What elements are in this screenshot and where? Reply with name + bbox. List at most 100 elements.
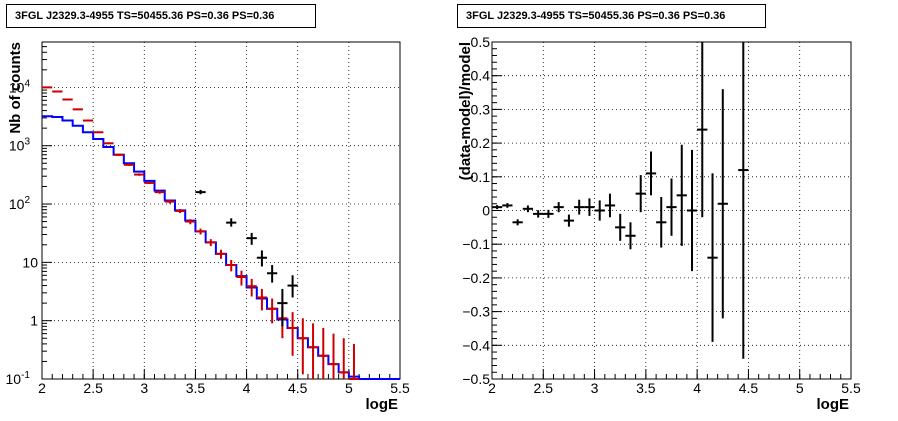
- residual-y-tick-label: −0.4: [462, 337, 490, 353]
- counts-series2-point: [256, 250, 268, 267]
- counts-series1-point: [318, 327, 329, 379]
- counts-series1-point: [144, 181, 155, 185]
- residual-series0-point: [707, 173, 718, 342]
- residual-series0-point: [533, 210, 544, 218]
- counts-x-tick-label: 2: [38, 380, 46, 396]
- residual-series0-point: [502, 203, 513, 208]
- residual-x-tick-label: 5: [796, 380, 804, 396]
- counts-series1-point: [42, 86, 53, 89]
- counts-series2-point: [267, 265, 278, 283]
- residual-series0-point: [625, 222, 636, 250]
- counts-series1-point: [256, 288, 268, 311]
- counts-series1-point: [174, 209, 186, 214]
- counts-series1-point: [52, 90, 63, 93]
- counts-series1-point: [215, 249, 227, 259]
- counts-series1-point: [154, 190, 165, 194]
- counts-series1-point: [267, 298, 278, 324]
- counts-x-tick-label: 4: [243, 380, 251, 396]
- counts-series1-point: [307, 323, 319, 379]
- residual-series0-point: [738, 42, 749, 359]
- residual-series0-point: [512, 219, 523, 226]
- counts-x-tick-label: 3: [140, 380, 148, 396]
- residual-series0-point: [666, 178, 677, 236]
- residual-x-tick-label: 5.5: [841, 380, 861, 396]
- counts-series1-point: [297, 318, 308, 375]
- counts-series1-point: [62, 98, 73, 101]
- counts-model-step-line: [42, 115, 400, 380]
- counts-series2-point: [195, 189, 206, 195]
- counts-series1-point: [348, 343, 360, 380]
- residual-x-tick-label: 4: [693, 380, 701, 396]
- left-chart-title: 3FGL J2329.3-4955 TS=50455.36 PS=0.36 PS…: [6, 4, 316, 28]
- counts-y-tick-label: 10-1: [6, 370, 31, 387]
- counts-series1-point: [93, 131, 104, 134]
- counts-series1-point: [123, 163, 135, 166]
- residual-x-tick-label: 3.5: [636, 380, 656, 396]
- counts-series1-point: [72, 108, 83, 111]
- residual-series0-point: [645, 151, 657, 196]
- residual-y-tick-label: −0.1: [462, 236, 490, 252]
- residual-series0-point: [697, 42, 708, 218]
- counts-series1-point: [287, 312, 298, 356]
- residual-series0-point: [563, 214, 575, 227]
- counts-x-tick-label: 5.5: [390, 380, 410, 396]
- counts-x-tick-label: 2.5: [83, 380, 103, 396]
- residual-y-tick-label: 0: [482, 203, 490, 219]
- counts-series1-point: [205, 239, 216, 247]
- counts-series2-point: [287, 275, 298, 298]
- residual-series0-point: [584, 198, 595, 216]
- residual-y-tick-label: 0.4: [471, 68, 491, 84]
- residual-y-tick-label: 0.5: [471, 34, 491, 50]
- counts-series1-point: [236, 270, 247, 286]
- residual-y-tick-label: 0.2: [471, 135, 491, 151]
- residual-x-tick-label: 3: [591, 380, 599, 396]
- counts-series1-point: [103, 142, 114, 145]
- residual-series0-point: [553, 202, 564, 213]
- counts-series1-point: [185, 219, 196, 225]
- residual-y-tick-label: −0.3: [462, 304, 490, 320]
- residual-y-tick-label: 0.1: [471, 169, 491, 185]
- residual-series0-point: [676, 144, 687, 246]
- residual-series0-point: [604, 193, 616, 218]
- counts-series1-point: [113, 153, 124, 156]
- counts-series1-point: [328, 333, 339, 379]
- residual-series0-point: [594, 200, 605, 221]
- counts-x-tick-label: 5: [345, 380, 353, 396]
- residual-x-axis-label: logE: [817, 396, 850, 413]
- residual-series0-point: [492, 205, 503, 210]
- counts-y-tick-label: 1: [30, 313, 38, 329]
- counts-x-axis-label: logE: [366, 396, 399, 413]
- residual-y-tick-label: 0.3: [471, 101, 491, 117]
- counts-x-tick-label: 3.5: [186, 380, 206, 396]
- counts-series1-point: [338, 338, 349, 379]
- counts-series2-point: [246, 232, 257, 245]
- counts-y-axis-label: Nb of counts: [7, 42, 24, 134]
- residual-x-tick-label: 4.5: [739, 380, 759, 396]
- counts-series1-point: [226, 259, 237, 272]
- residual-series0-point: [574, 199, 585, 215]
- residual-series0-point: [615, 213, 626, 241]
- residual-x-tick-label: 2: [488, 380, 496, 396]
- counts-x-tick-label: 4.5: [288, 380, 308, 396]
- counts-series2-point: [226, 218, 237, 227]
- counts-series1-point: [195, 228, 206, 235]
- counts-y-tick-label: 103: [9, 137, 31, 154]
- counts-series1-point: [134, 173, 145, 176]
- residual-series0-point: [522, 205, 534, 213]
- counts-series2-point: [277, 288, 288, 327]
- right-chart-title: 3FGL J2329.3-4955 TS=50455.36 PS=0.36 PS…: [457, 4, 766, 28]
- residual-series0-point: [656, 197, 667, 248]
- counts-series1-point: [246, 278, 257, 297]
- counts-series1-point: [164, 199, 175, 204]
- residual-x-tick-label: 2.5: [534, 380, 554, 396]
- residual-series0-point: [543, 209, 554, 218]
- residual-y-axis-label: (data-model)/model: [457, 42, 474, 180]
- residual-y-tick-label: −0.5: [462, 371, 490, 387]
- residual-y-tick-label: −0.2: [462, 270, 490, 286]
- counts-y-tick-label: 10: [22, 254, 38, 270]
- residual-series0-point: [635, 175, 646, 213]
- residual-series0-point: [717, 89, 728, 319]
- counts-series1-point: [82, 119, 94, 122]
- counts-y-tick-label: 104: [9, 78, 31, 95]
